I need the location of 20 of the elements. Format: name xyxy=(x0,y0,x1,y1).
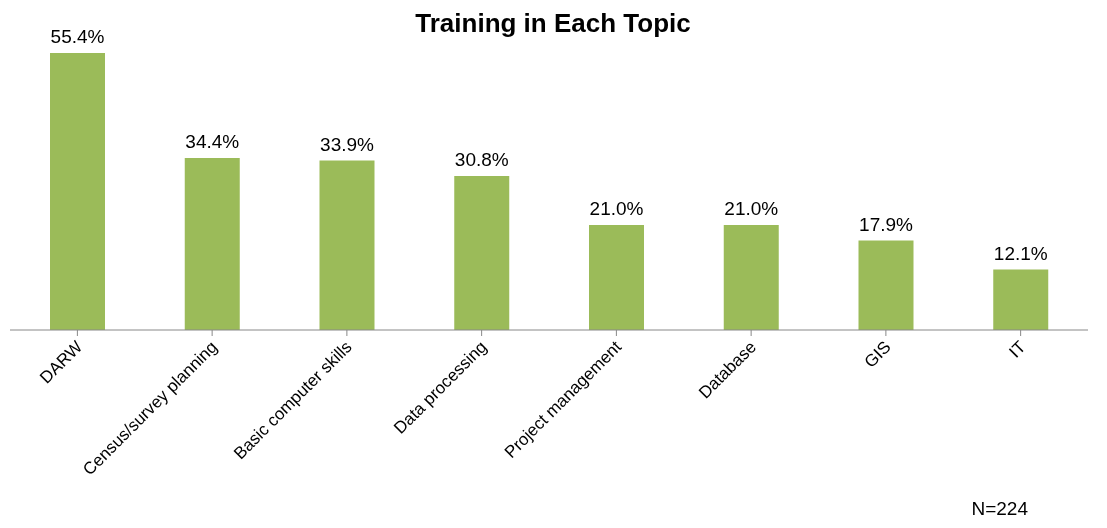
data-label: 30.8% xyxy=(454,149,509,170)
data-label: 12.1% xyxy=(993,242,1048,264)
bar xyxy=(858,240,914,330)
bar xyxy=(993,269,1049,330)
chart-title: Training in Each Topic xyxy=(415,8,691,38)
bar xyxy=(50,53,105,330)
bar xyxy=(723,225,779,330)
data-label: 21.0% xyxy=(724,198,779,219)
bar xyxy=(589,225,644,330)
bar xyxy=(319,160,375,330)
data-label: 33.9% xyxy=(320,133,375,155)
bar xyxy=(184,158,240,330)
data-label: 34.4% xyxy=(185,131,240,152)
bar xyxy=(454,176,510,330)
data-label: 21.0% xyxy=(589,198,644,219)
x-tick-label: GIS xyxy=(860,337,895,372)
x-tick-label: IT xyxy=(1005,337,1030,362)
data-label: 17.9% xyxy=(859,213,914,235)
text: N=224 xyxy=(971,498,1028,520)
data-label: 55.4% xyxy=(50,26,105,47)
